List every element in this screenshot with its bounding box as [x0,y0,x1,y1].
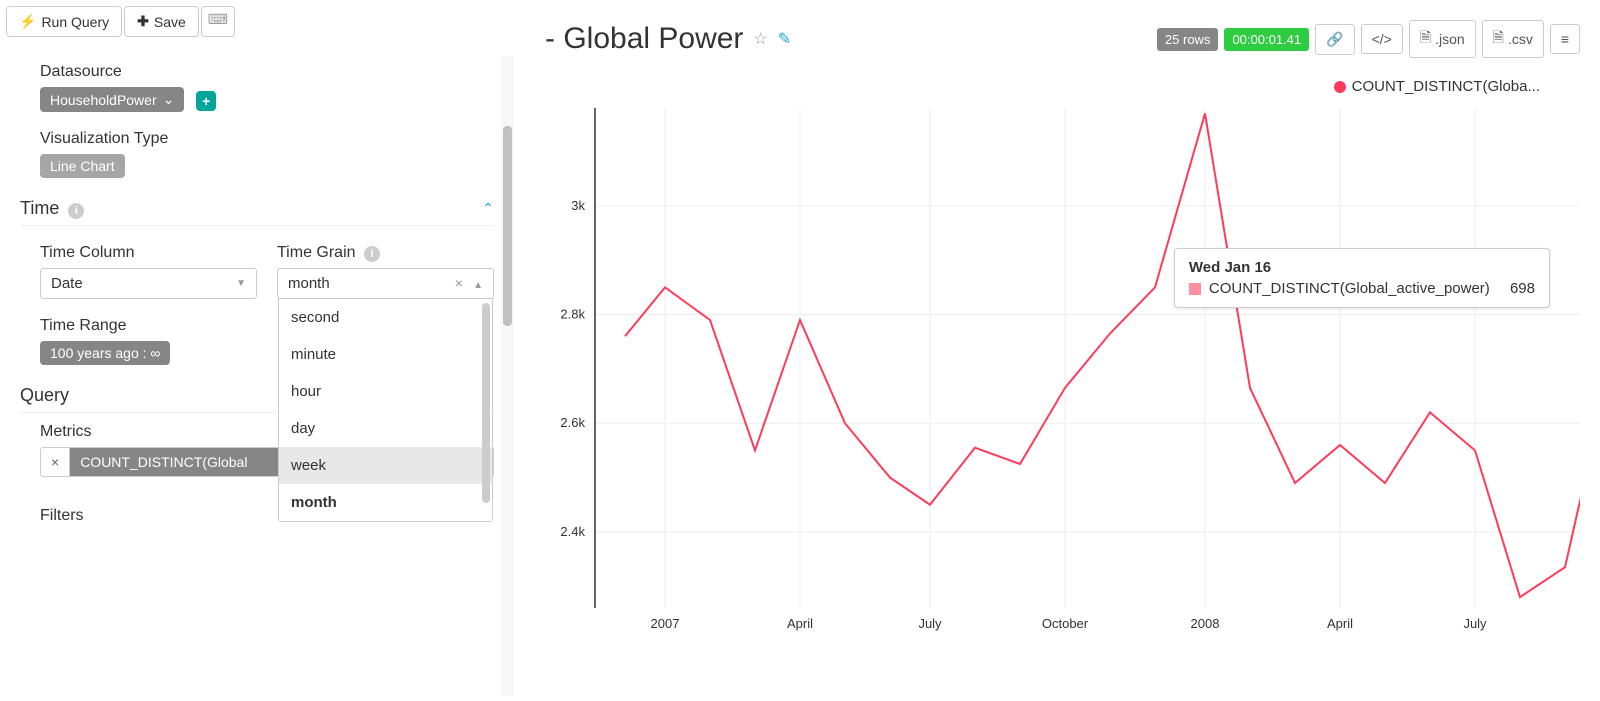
rows-badge: 25 rows [1157,28,1219,51]
menu-button[interactable]: ≡ [1550,24,1580,54]
time-section-label: Time [20,198,59,218]
chart-title: - Global Power ☆ ✎ [545,22,791,56]
time-range-select[interactable]: 100 years ago : ∞ [40,341,170,365]
svg-text:2.6k: 2.6k [560,415,585,430]
dropdown-scrollbar[interactable] [482,303,490,503]
datasource-value: HouseholdPower [50,92,157,108]
time-grain-option[interactable]: minute [279,336,492,373]
keyboard-icon[interactable]: ⌨ [201,6,235,37]
bolt-icon: ⚡ [19,13,36,30]
edit-icon[interactable]: ✎ [778,29,791,49]
tooltip-date: Wed Jan 16 [1189,259,1535,276]
info-icon[interactable]: i [68,203,84,219]
add-datasource-button[interactable]: + [196,91,216,111]
chevron-down-icon: ⌄ [163,91,175,108]
svg-text:2.4k: 2.4k [560,524,585,539]
viz-type-select[interactable]: Line Chart [40,154,125,178]
csv-button[interactable]: 🗎 .csv [1482,20,1544,58]
time-grain-option[interactable]: second [279,299,492,336]
chevron-up-icon: ▲ [473,280,483,291]
chevron-down-icon: ▼ [236,278,246,289]
hamburger-icon: ≡ [1561,31,1569,47]
chart-actions: 25 rows 00:00:01.41 🔗 </> 🗎 .json 🗎 .csv… [1157,20,1580,58]
time-column-value: Date [51,275,83,292]
tooltip-swatch-icon [1189,283,1201,295]
time-column-select[interactable]: Date ▼ [40,268,257,299]
legend-dot-icon [1334,81,1346,93]
save-label: Save [154,14,186,30]
time-grain-option[interactable]: week [279,447,492,484]
embed-button[interactable]: </> [1361,24,1403,54]
svg-text:April: April [787,616,813,631]
datasource-select[interactable]: HouseholdPower ⌄ [40,87,184,112]
time-section-header[interactable]: Time i ⌃ [20,198,494,226]
file-icon: 🗎 [1493,27,1504,51]
run-query-label: Run Query [41,14,109,30]
time-grain-option[interactable]: day [279,410,492,447]
viz-type-value: Line Chart [50,158,115,174]
tooltip-value: 698 [1510,280,1535,297]
json-button[interactable]: 🗎 .json [1409,20,1476,58]
query-section-label: Query [20,385,69,406]
time-grain-label: Time Grain i [277,244,494,262]
time-grain-option[interactable]: hour [279,373,492,410]
time-grain-select[interactable]: month × ▲ secondminutehourdayweekmonth [277,268,494,299]
link-icon: 🔗 [1326,31,1343,48]
chart-tooltip: Wed Jan 16 COUNT_DISTINCT(Global_active_… [1174,248,1550,308]
time-range-value: 100 years ago : ∞ [50,345,160,361]
plus-circle-icon: ✚ [137,13,149,30]
control-panel: ⚡ Run Query ✚ Save ⌨ Datasource Househol… [0,0,515,701]
run-query-button[interactable]: ⚡ Run Query [6,6,122,37]
chart-panel: - Global Power ☆ ✎ 25 rows 00:00:01.41 🔗… [515,0,1600,701]
tooltip-metric: COUNT_DISTINCT(Global_active_power) [1209,280,1490,297]
time-column-label: Time Column [40,244,257,262]
time-grain-value: month [288,275,330,292]
svg-text:2008: 2008 [1191,616,1220,631]
svg-text:April: April [1327,616,1353,631]
star-icon[interactable]: ☆ [753,29,767,49]
time-grain-dropdown: secondminutehourdayweekmonth [278,298,493,522]
svg-text:July: July [918,616,942,631]
svg-text:October: October [1042,616,1089,631]
code-icon: </> [1372,31,1392,47]
svg-text:3k: 3k [571,198,585,213]
remove-metric-button[interactable]: × [41,448,70,476]
datasource-label: Datasource [40,63,494,81]
file-icon: 🗎 [1420,27,1431,51]
toolbar: ⚡ Run Query ✚ Save ⌨ [0,0,514,43]
info-icon[interactable]: i [364,246,380,262]
save-button[interactable]: ✚ Save [124,6,199,37]
link-button[interactable]: 🔗 [1315,24,1354,55]
legend-label: COUNT_DISTINCT(Globa... [1352,78,1540,95]
clear-icon[interactable]: × [455,275,463,291]
svg-text:2.8k: 2.8k [560,307,585,322]
viz-type-label: Visualization Type [40,130,494,148]
time-grain-option[interactable]: month [279,484,492,521]
svg-text:July: July [1463,616,1487,631]
line-chart[interactable]: 3k 2.8k 2.6k 2.4k 2007 April July October 2008 Ap… [545,78,1580,638]
timer-badge: 00:00:01.41 [1224,28,1309,51]
svg-text:2007: 2007 [651,616,680,631]
chevron-up-icon: ⌃ [482,200,494,217]
legend[interactable]: COUNT_DISTINCT(Globa... [1334,78,1540,95]
chart-area: COUNT_DISTINCT(Globa... 3k 2.8k 2.6k 2.4k 20… [545,78,1580,638]
